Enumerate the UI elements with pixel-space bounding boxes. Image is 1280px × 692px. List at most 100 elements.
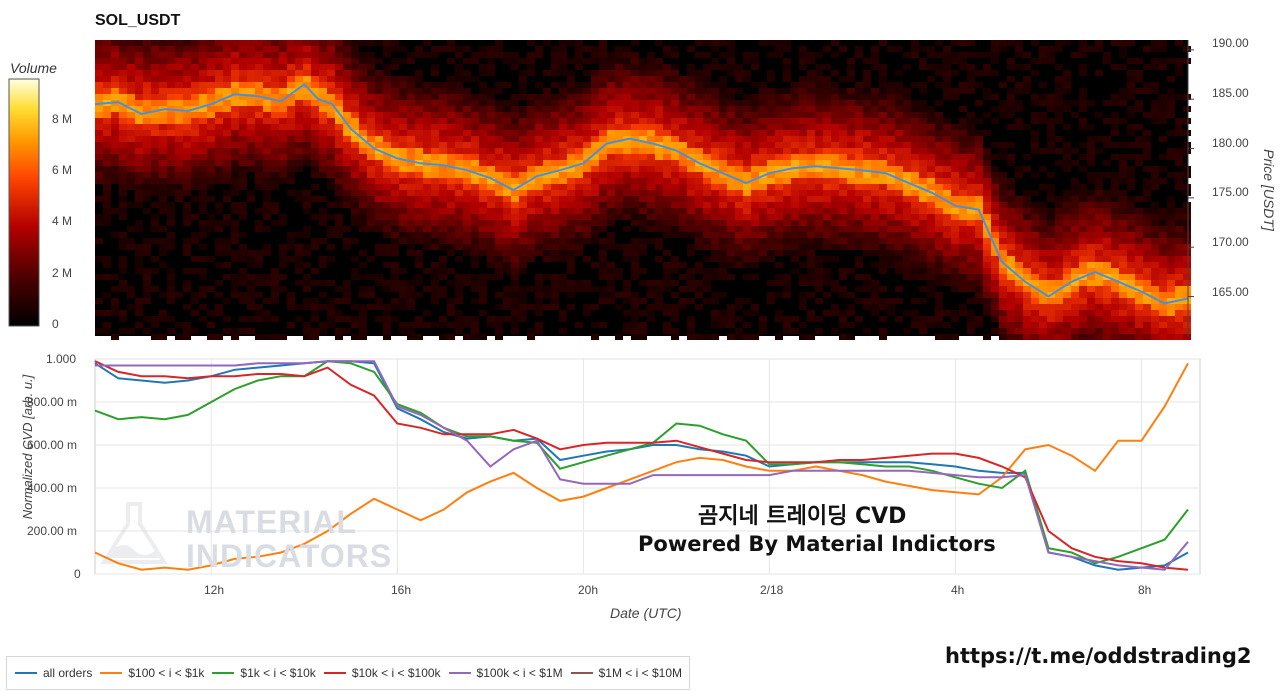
heatmap-cell bbox=[311, 160, 319, 166]
heatmap-cell bbox=[359, 286, 367, 292]
heatmap-cell bbox=[895, 118, 903, 124]
heatmap-cell bbox=[359, 58, 367, 64]
heatmap-cell bbox=[999, 46, 1007, 52]
heatmap-cell bbox=[335, 328, 343, 334]
heatmap-cell bbox=[735, 70, 743, 76]
heatmap-cell bbox=[751, 172, 759, 178]
heatmap-cell bbox=[719, 172, 727, 178]
heatmap-cell bbox=[719, 214, 727, 220]
heatmap-cell bbox=[143, 52, 151, 58]
heatmap-cell bbox=[975, 154, 983, 160]
heatmap-cell bbox=[335, 88, 343, 94]
heatmap-cell bbox=[471, 298, 479, 304]
heatmap-cell bbox=[1111, 100, 1119, 106]
heatmap-cell bbox=[319, 262, 327, 268]
heatmap-cell bbox=[671, 214, 679, 220]
heatmap-cell bbox=[751, 250, 759, 256]
heatmap-cell bbox=[1079, 124, 1087, 130]
heatmap-cell bbox=[255, 40, 263, 46]
heatmap-cell bbox=[655, 64, 663, 70]
heatmap-cell bbox=[615, 118, 623, 124]
heatmap-cell bbox=[503, 190, 511, 196]
heatmap-cell bbox=[967, 172, 975, 178]
heatmap-cell bbox=[1039, 232, 1047, 238]
heatmap-cell bbox=[615, 160, 623, 166]
heatmap-cell bbox=[511, 124, 519, 130]
heatmap-cell bbox=[311, 328, 319, 334]
heatmap-cell bbox=[631, 256, 639, 262]
heatmap-cell bbox=[663, 172, 671, 178]
heatmap-cell bbox=[1095, 70, 1103, 76]
heatmap-cell bbox=[607, 52, 615, 58]
heatmap-cell bbox=[223, 238, 231, 244]
heatmap-cell bbox=[919, 232, 927, 238]
heatmap-cell bbox=[183, 208, 191, 214]
heatmap-cell bbox=[143, 250, 151, 256]
heatmap-cell bbox=[759, 202, 767, 208]
heatmap-cell bbox=[1039, 328, 1047, 334]
heatmap-cell bbox=[791, 88, 799, 94]
heatmap-cell bbox=[271, 88, 279, 94]
heatmap-cell bbox=[967, 202, 975, 208]
heatmap-cell bbox=[783, 316, 791, 322]
heatmap-cell bbox=[319, 304, 327, 310]
heatmap-cell bbox=[1015, 82, 1023, 88]
heatmap-cell bbox=[879, 148, 887, 154]
heatmap-cell bbox=[1135, 304, 1143, 310]
heatmap-cell bbox=[343, 52, 351, 58]
heatmap-cell bbox=[543, 112, 551, 118]
heatmap-cell bbox=[303, 286, 311, 292]
heatmap-cell bbox=[599, 184, 607, 190]
heatmap-cell bbox=[727, 304, 735, 310]
heatmap-cell bbox=[767, 220, 775, 226]
heatmap-cell bbox=[551, 160, 559, 166]
heatmap-cell bbox=[823, 124, 831, 130]
heatmap-cell bbox=[823, 274, 831, 280]
heatmap-cell bbox=[319, 256, 327, 262]
heatmap-cell bbox=[983, 148, 991, 154]
heatmap-cell bbox=[791, 160, 799, 166]
heatmap-cell bbox=[127, 154, 135, 160]
heatmap-cell bbox=[583, 310, 591, 316]
heatmap-cell bbox=[327, 76, 335, 82]
heatmap-cell bbox=[903, 160, 911, 166]
heatmap-cell bbox=[839, 172, 847, 178]
heatmap-cell bbox=[711, 184, 719, 190]
heatmap-cell bbox=[1071, 208, 1079, 214]
heatmap-cell bbox=[255, 148, 263, 154]
heatmap-cell bbox=[735, 142, 743, 148]
heatmap-cell bbox=[599, 46, 607, 52]
heatmap-cell bbox=[1119, 328, 1127, 334]
heatmap-cell bbox=[703, 268, 711, 274]
heatmap-cell bbox=[743, 232, 751, 238]
heatmap-cell bbox=[599, 322, 607, 328]
heatmap-cell bbox=[207, 70, 215, 76]
heatmap-cell bbox=[951, 316, 959, 322]
heatmap-cell bbox=[1127, 304, 1135, 310]
heatmap-cell bbox=[783, 130, 791, 136]
heatmap-cell bbox=[103, 82, 111, 88]
heatmap-cell bbox=[1071, 100, 1079, 106]
heatmap-cell bbox=[255, 304, 263, 310]
heatmap-cell bbox=[567, 178, 575, 184]
heatmap-cell bbox=[647, 226, 655, 232]
heatmap-cell bbox=[1055, 250, 1063, 256]
heatmap-cell bbox=[407, 334, 415, 340]
heatmap-cell bbox=[167, 202, 175, 208]
heatmap-cell bbox=[695, 148, 703, 154]
heatmap-cell bbox=[535, 214, 543, 220]
heatmap-cell bbox=[911, 220, 919, 226]
heatmap-cell bbox=[159, 202, 167, 208]
heatmap-cell bbox=[631, 142, 639, 148]
heatmap-cell bbox=[399, 220, 407, 226]
heatmap-cell bbox=[215, 52, 223, 58]
heatmap-cell bbox=[903, 196, 911, 202]
heatmap-cell bbox=[647, 214, 655, 220]
heatmap-cell bbox=[247, 196, 255, 202]
heatmap-cell bbox=[439, 148, 447, 154]
heatmap-cell bbox=[1055, 136, 1063, 142]
heatmap-cell bbox=[1119, 94, 1127, 100]
heatmap-cell bbox=[615, 82, 623, 88]
heatmap-cell bbox=[223, 166, 231, 172]
heatmap-cell bbox=[831, 88, 839, 94]
